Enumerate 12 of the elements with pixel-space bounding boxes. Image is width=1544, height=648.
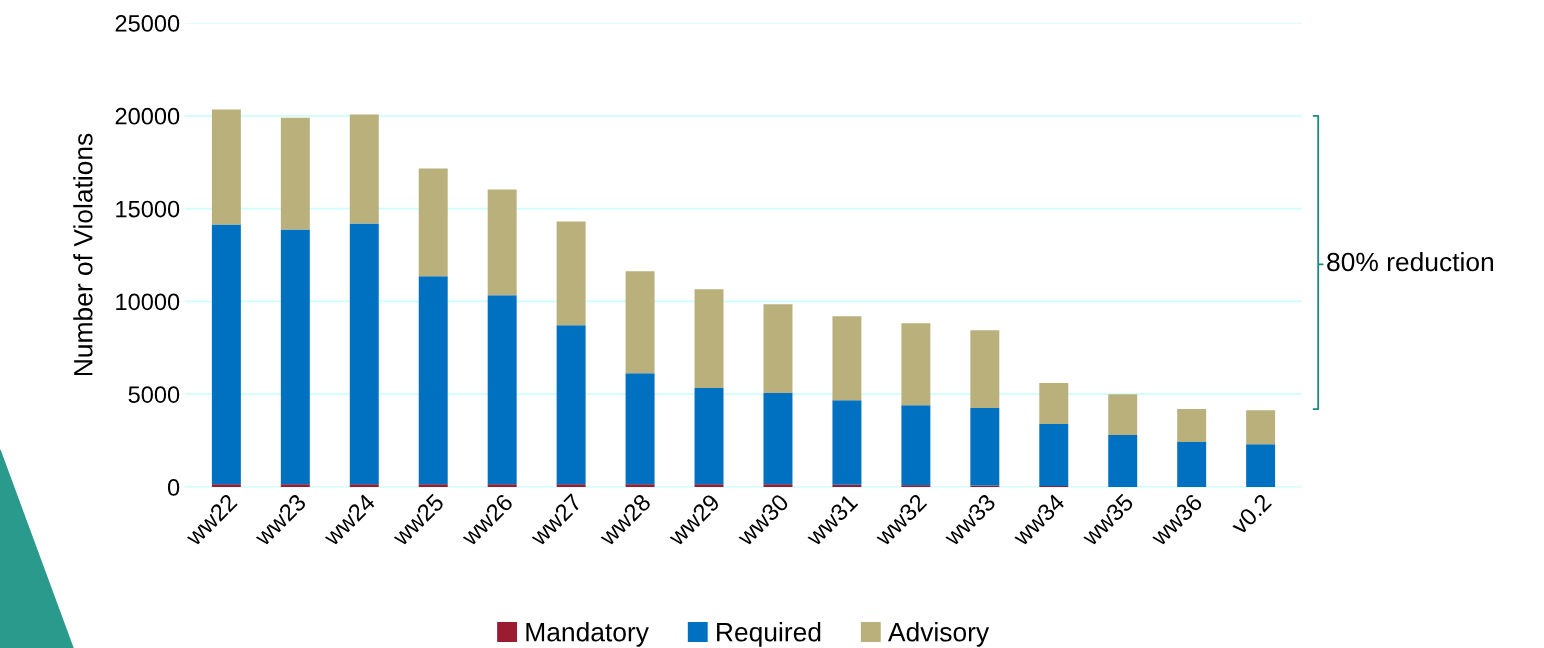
x-tick-label: v0.2 [1229,493,1273,536]
legend-label: Required [717,622,821,647]
legend-label: Mandatory [526,622,649,647]
legend-label: Advisory [888,622,990,647]
text: 80% reduction [1327,251,1494,272]
y-tick-label: 5000 [128,386,180,403]
y-tick-label: 25000 [115,15,180,32]
y-tick-label: 20000 [115,107,180,125]
y-tick-label: 0 [167,479,180,496]
y-tick-label: 15000 [116,200,180,218]
y-tick-label: 10000 [116,293,180,311]
y-axis-title: Number of Violations [73,133,93,376]
